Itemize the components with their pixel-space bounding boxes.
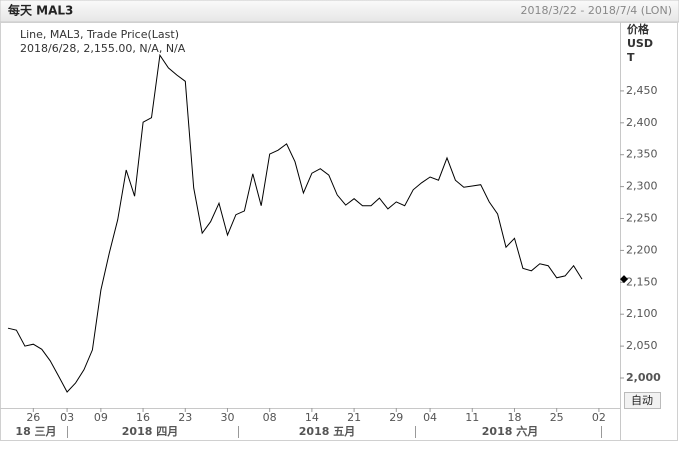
info-line: 2018/6/28, 2,155.00, N/A, N/A xyxy=(20,42,186,55)
x-tick-label: 18 xyxy=(507,411,521,424)
month-label: 2018 四月 xyxy=(122,425,178,438)
month-label: 18 三月 xyxy=(15,425,56,438)
x-tick-label: 09 xyxy=(94,411,108,424)
x-tick-label: 03 xyxy=(60,411,74,424)
y-tick-label: 2,100 xyxy=(626,307,658,320)
x-tick-label: 29 xyxy=(389,411,403,424)
y-axis-title: 价格 xyxy=(627,22,650,36)
last-value-marker xyxy=(620,275,628,284)
y-axis-title: T xyxy=(627,51,635,64)
x-tick-label: 11 xyxy=(465,411,479,424)
frame xyxy=(0,22,678,441)
y-tick-label: 2,250 xyxy=(626,212,658,225)
x-tick-label: 04 xyxy=(423,411,437,424)
y-tick-label: 2,350 xyxy=(626,148,658,161)
x-tick-label: 25 xyxy=(550,411,564,424)
y-tick-label: 2,450 xyxy=(626,84,658,97)
x-tick-label: 21 xyxy=(347,411,361,424)
y-tick-label: 2,300 xyxy=(626,180,658,193)
x-tick-label: 02 xyxy=(592,411,606,424)
legend-entry: Line, MAL3, Trade Price(Last) xyxy=(20,28,179,41)
x-tick-label: 16 xyxy=(136,411,150,424)
y-tick-label: 2,000 xyxy=(626,371,661,384)
month-label: 2018 六月 xyxy=(482,424,538,438)
price-line xyxy=(7,53,583,393)
y-tick-label: 2,400 xyxy=(626,116,658,129)
header-title: 每天 MAL3 xyxy=(8,3,73,18)
x-tick-label: 26 xyxy=(26,411,40,424)
x-tick-label: 08 xyxy=(263,411,277,424)
y-tick-label: 2,200 xyxy=(626,243,658,256)
auto-button-label[interactable]: 自动 xyxy=(631,394,653,407)
y-tick-label: 2,050 xyxy=(626,339,658,352)
y-axis-title: USD xyxy=(627,37,653,50)
month-label: 2018 五月 xyxy=(299,425,355,438)
auto-button[interactable] xyxy=(624,392,661,409)
x-tick-label: 23 xyxy=(178,411,192,424)
header-range: 2018/3/22 - 2018/7/4 (LON) xyxy=(521,4,672,17)
x-tick-label: 30 xyxy=(220,411,234,424)
y-tick-label: 2,150 xyxy=(626,275,658,288)
x-tick-label: 14 xyxy=(305,411,319,424)
